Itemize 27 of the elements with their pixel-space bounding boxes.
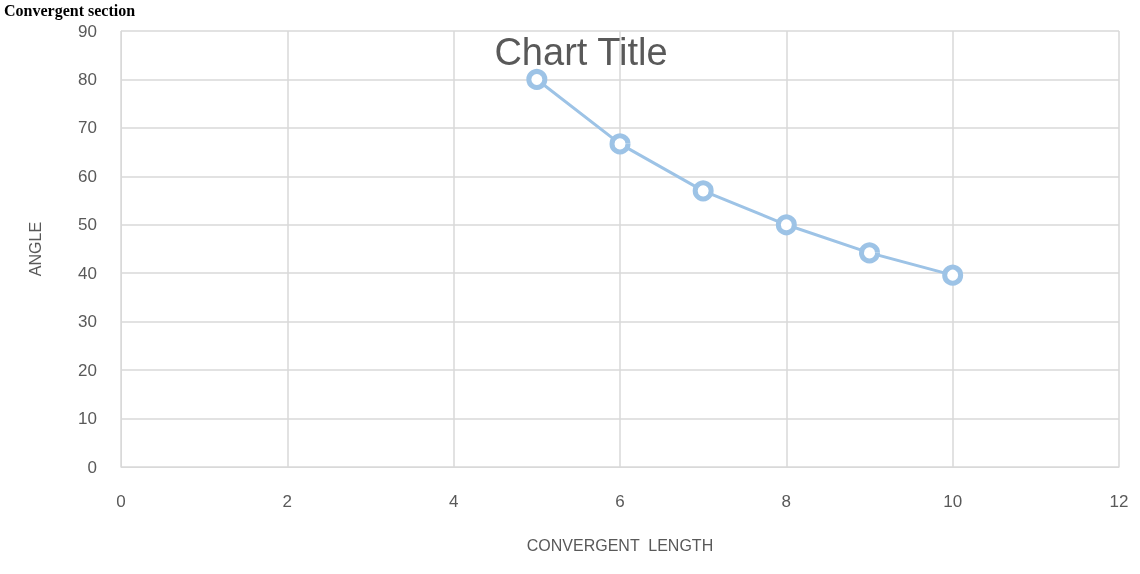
y-axis-title: ANGLE: [26, 221, 44, 277]
x-tick-label: 8: [781, 492, 792, 511]
y-tick-label: 30: [78, 312, 97, 332]
x-tick-label: 6: [615, 492, 625, 511]
x-tick-label: 10: [943, 492, 963, 511]
y-tick-label: 70: [78, 118, 97, 138]
point: [942, 264, 964, 286]
x-tick-label: 12: [1109, 492, 1129, 511]
x-axis-title: CONVERGENT LENGTH: [526, 536, 714, 554]
chart-title: Chart Title: [494, 31, 668, 73]
y-tick-label: 40: [78, 263, 97, 283]
point: [526, 68, 548, 90]
point: [609, 133, 631, 155]
y-tick-label: 90: [78, 21, 97, 41]
y-tick-label: 60: [78, 166, 97, 186]
y-tick-label: 80: [78, 69, 97, 89]
text: Convergent section: [4, 1, 136, 20]
x-tick-label: 0: [116, 492, 126, 511]
y-tick-label: 10: [78, 409, 97, 429]
point: [775, 214, 797, 236]
y-tick-label: 20: [78, 360, 97, 380]
x-tick-label: 4: [448, 492, 459, 511]
point: [859, 242, 880, 264]
y-tick-label: 50: [78, 215, 97, 235]
point: [692, 180, 714, 202]
y-tick-label: 0: [87, 457, 97, 477]
x-tick-label: 2: [282, 492, 293, 511]
